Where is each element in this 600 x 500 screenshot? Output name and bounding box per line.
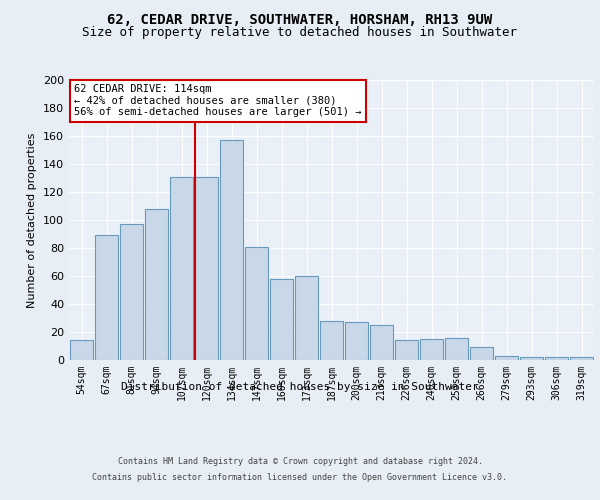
Bar bbox=[95, 236, 118, 360]
Bar bbox=[70, 340, 93, 360]
Y-axis label: Number of detached properties: Number of detached properties bbox=[28, 132, 37, 308]
Text: Size of property relative to detached houses in Southwater: Size of property relative to detached ho… bbox=[83, 26, 517, 39]
Bar bbox=[270, 279, 293, 360]
Text: 62, CEDAR DRIVE, SOUTHWATER, HORSHAM, RH13 9UW: 62, CEDAR DRIVE, SOUTHWATER, HORSHAM, RH… bbox=[107, 12, 493, 26]
Bar bbox=[220, 140, 243, 360]
Bar bbox=[395, 340, 418, 360]
Text: 62 CEDAR DRIVE: 114sqm
← 42% of detached houses are smaller (380)
56% of semi-de: 62 CEDAR DRIVE: 114sqm ← 42% of detached… bbox=[74, 84, 362, 117]
Bar bbox=[170, 176, 193, 360]
Bar bbox=[320, 321, 343, 360]
Bar bbox=[345, 322, 368, 360]
Bar bbox=[120, 224, 143, 360]
Bar bbox=[145, 209, 168, 360]
Bar bbox=[295, 276, 318, 360]
Bar bbox=[520, 357, 543, 360]
Bar bbox=[195, 176, 218, 360]
Bar bbox=[545, 357, 568, 360]
Text: Distribution of detached houses by size in Southwater: Distribution of detached houses by size … bbox=[121, 382, 479, 392]
Bar bbox=[470, 348, 493, 360]
Bar bbox=[370, 325, 393, 360]
Text: Contains public sector information licensed under the Open Government Licence v3: Contains public sector information licen… bbox=[92, 472, 508, 482]
Bar bbox=[245, 246, 268, 360]
Bar bbox=[420, 339, 443, 360]
Bar bbox=[570, 357, 593, 360]
Bar bbox=[495, 356, 518, 360]
Bar bbox=[445, 338, 468, 360]
Text: Contains HM Land Registry data © Crown copyright and database right 2024.: Contains HM Land Registry data © Crown c… bbox=[118, 458, 482, 466]
